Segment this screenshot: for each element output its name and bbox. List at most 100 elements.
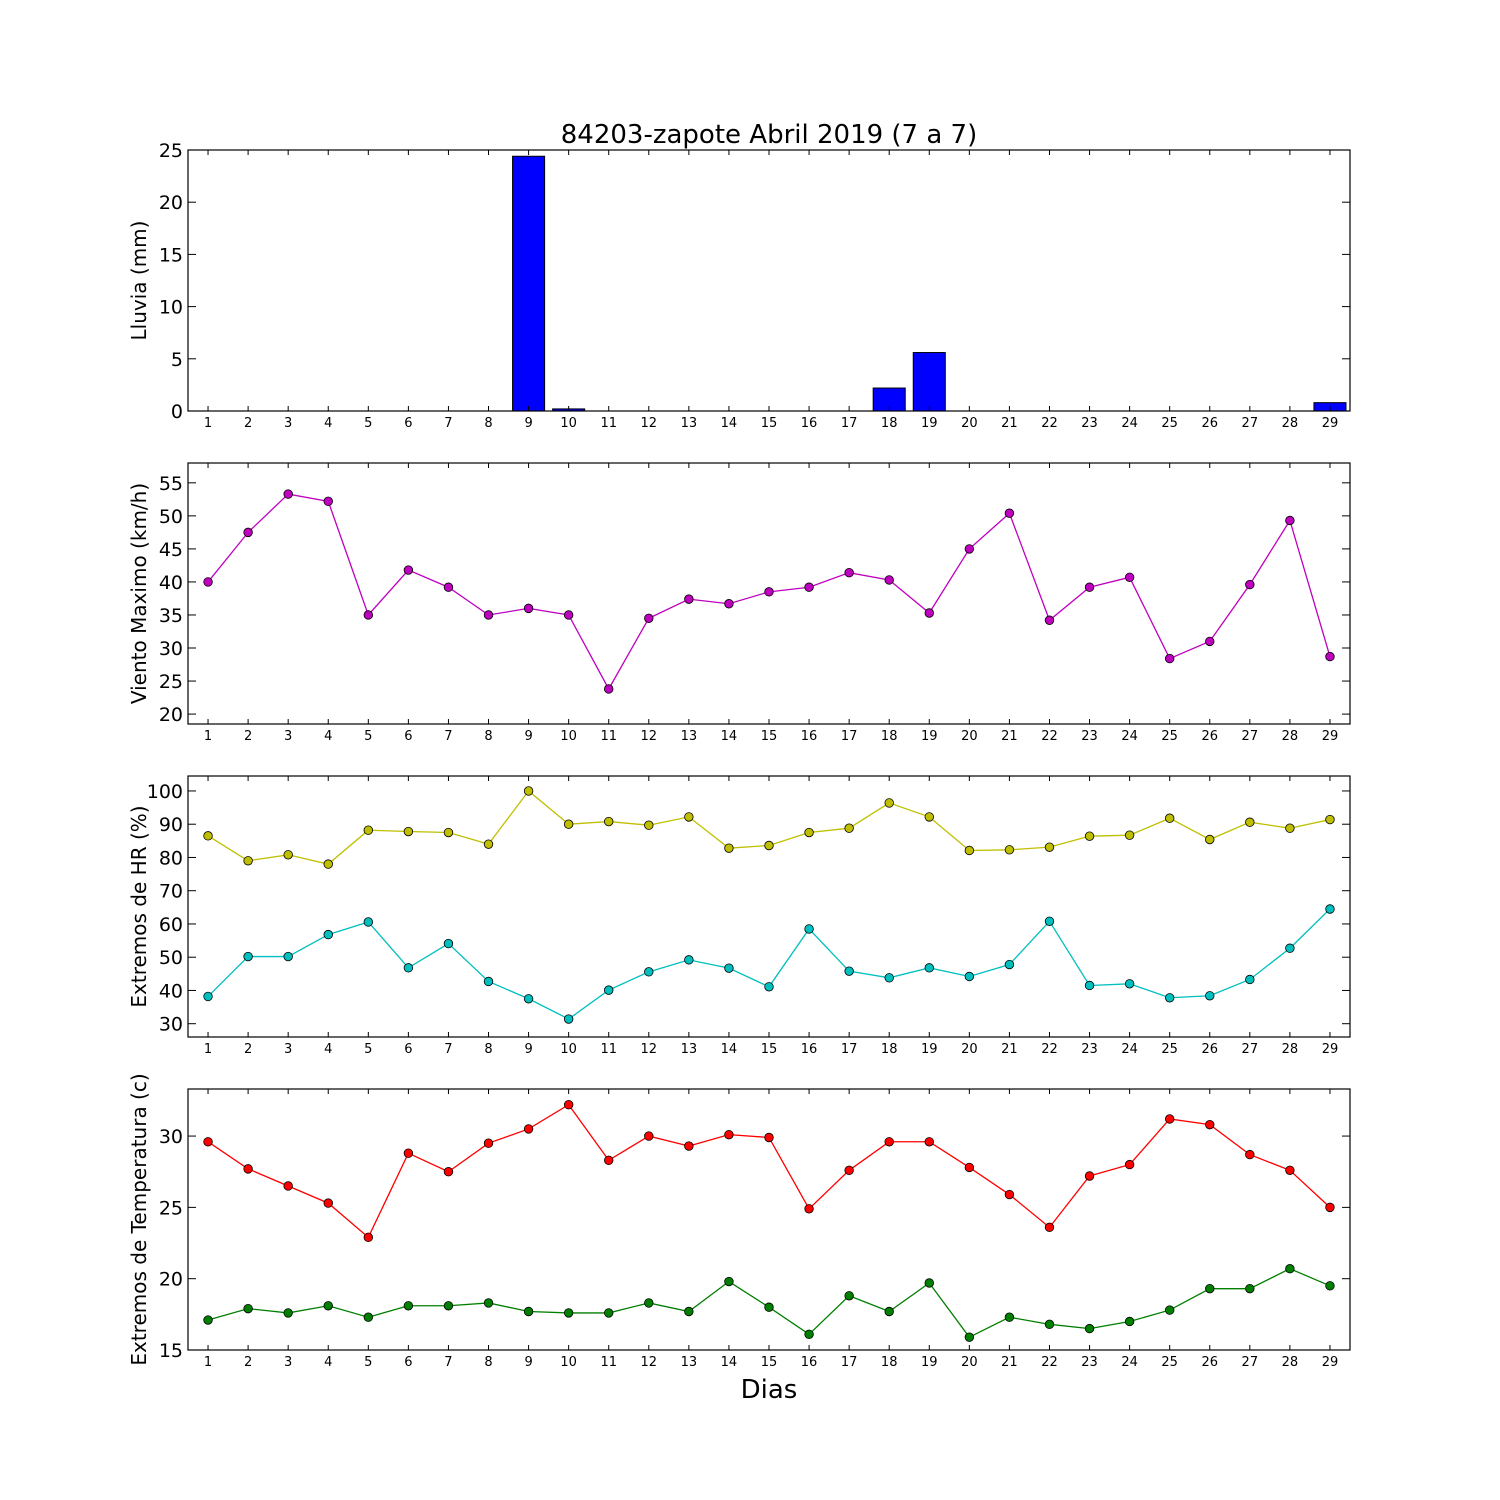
x-tick-label: 9: [524, 1355, 532, 1370]
point-series-1-day-27: [1245, 817, 1255, 827]
point-series-1-day-20: [964, 544, 975, 554]
x-tick-label: 15: [761, 1042, 778, 1057]
point-series-2-day-29: [1325, 904, 1335, 914]
point-series-1-day-5: [363, 610, 374, 620]
x-tick-label: 25: [1161, 416, 1178, 431]
point-series-1-day-10: [563, 819, 574, 829]
point-series-2-day-18: [884, 1306, 894, 1317]
point-series-1-day-9: [523, 603, 534, 614]
point-series-1-day-2: [243, 1164, 253, 1174]
x-tick-label: 23: [1081, 1042, 1098, 1057]
panels: 1 2 3 4 5 6 7 8 9 10 11 12 13 14 15 16 17 18 19 20 21 22 23 24 2…: [127, 140, 1351, 1370]
y-axis-label: Extremos de HR (%): [127, 805, 151, 1007]
y-tick-label: 90: [159, 814, 183, 836]
x-tick-label: 2: [244, 416, 252, 431]
point-series-1-day-5: [363, 825, 374, 835]
point-series-1-day-18: [884, 575, 894, 585]
x-tick-label: 28: [1282, 729, 1299, 744]
x-tick-label: 28: [1282, 416, 1299, 431]
point-series-1-day-15: [764, 840, 774, 851]
x-tick-label: 17: [841, 729, 858, 744]
x-tick-label: 24: [1121, 416, 1138, 431]
point-series-1-day-28: [1285, 823, 1295, 833]
point-series-2-day-2: [243, 951, 253, 962]
point-series-2-day-27: [1245, 1283, 1255, 1294]
x-tick-label: 21: [1001, 729, 1018, 744]
point-series-2-day-5: [363, 917, 374, 927]
point-series-1-day-4: [323, 1198, 333, 1208]
x-tick-label: 29: [1322, 1355, 1339, 1370]
x-tick-label: 12: [641, 729, 658, 744]
y-tick-label: 60: [159, 914, 183, 936]
point-series-2-day-4: [323, 929, 333, 940]
point-series-1-day-12: [644, 1131, 654, 1141]
y-tick-label: 25: [159, 140, 183, 162]
point-series-1-day-1: [203, 577, 213, 587]
x-tick-label: 17: [841, 416, 858, 431]
x-tick-label: 7: [444, 729, 452, 744]
point-series-1-day-6: [403, 1148, 414, 1158]
point-series-2-day-27: [1245, 974, 1255, 985]
x-tick-label: 4: [324, 1355, 332, 1370]
point-series-2-day-19: [924, 963, 934, 973]
x-tick-label: 6: [404, 1042, 412, 1057]
x-tick-label: 15: [761, 416, 778, 431]
point-series-1-day-19: [924, 812, 934, 822]
x-tick-label: 14: [721, 1355, 738, 1370]
x-tick-label: 3: [284, 1355, 292, 1370]
point-series-1-day-6: [403, 565, 414, 575]
x-tick-label: 5: [364, 729, 372, 744]
point-series-2-day-1: [203, 991, 213, 1002]
point-series-1-day-3: [283, 489, 293, 499]
point-series-2-day-18: [884, 973, 894, 983]
x-tick-label: 2: [244, 729, 252, 744]
point-series-1-day-19: [924, 1137, 934, 1147]
x-tick-label: 8: [484, 1355, 492, 1370]
x-tick-label: 13: [681, 416, 698, 431]
point-series-1-day-19: [924, 608, 934, 618]
point-series-2-day-16: [804, 924, 814, 934]
point-series-1-day-11: [604, 1155, 614, 1166]
x-tick-label: 19: [921, 1355, 938, 1370]
point-series-1-day-15: [764, 587, 774, 597]
x-tick-label: 22: [1041, 1355, 1058, 1370]
y-tick-label: 100: [147, 781, 183, 803]
point-series-1-day-20: [964, 845, 975, 856]
y-tick-label: 20: [159, 192, 183, 214]
point-series-2-day-9: [523, 994, 534, 1004]
point-series-2-day-23: [1084, 980, 1095, 991]
y-tick-label: 80: [159, 847, 183, 869]
point-series-1-day-5: [363, 1232, 374, 1243]
point-series-1-day-23: [1084, 831, 1095, 841]
point-series-1-day-13: [684, 812, 694, 822]
point-series-2-day-23: [1084, 1323, 1095, 1334]
y-axis-label: Lluvia (mm): [127, 221, 151, 341]
point-series-1-day-27: [1245, 579, 1255, 590]
x-tick-label: 6: [404, 416, 412, 431]
y-tick-label: 45: [159, 539, 183, 561]
x-tick-label: 23: [1081, 1355, 1098, 1370]
x-tick-label: 8: [484, 729, 492, 744]
point-series-1-day-24: [1124, 830, 1135, 840]
point-series-1-day-9: [523, 1124, 534, 1134]
point-series-1-day-7: [443, 582, 454, 592]
point-series-1-day-22: [1044, 842, 1055, 852]
point-series-1-day-7: [443, 1167, 454, 1177]
x-tick-label: 1: [204, 1042, 212, 1057]
x-tick-label: 12: [641, 416, 658, 431]
point-series-1-day-17: [844, 823, 854, 833]
x-tick-label: 5: [364, 1355, 372, 1370]
x-tick-label: 9: [524, 1042, 532, 1057]
point-series-2-day-7: [443, 1301, 454, 1311]
x-tick-label: 29: [1322, 416, 1339, 431]
x-tick-label: 8: [484, 416, 492, 431]
point-series-2-day-17: [844, 1291, 854, 1301]
y-axis-label: Extremos de Temperatura (c): [127, 1073, 151, 1365]
x-tick-label: 27: [1242, 416, 1259, 431]
point-series-1-day-4: [323, 859, 333, 869]
x-tick-label: 29: [1322, 1042, 1339, 1057]
x-tick-label: 24: [1121, 1042, 1138, 1057]
x-tick-label: 5: [364, 416, 372, 431]
x-tick-label: 10: [560, 1355, 577, 1370]
x-tick-label: 5: [364, 1042, 372, 1057]
